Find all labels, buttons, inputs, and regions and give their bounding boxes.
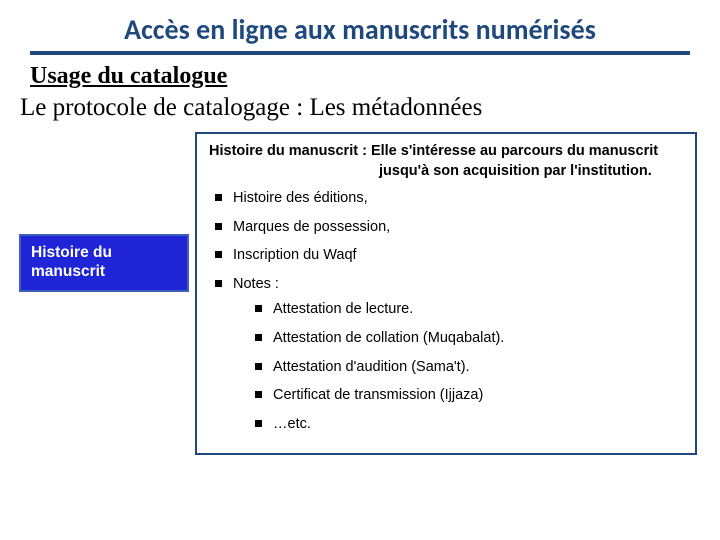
subtitle: Le protocole de catalogage : Les métadon… [0,94,720,132]
page-title: Accès en ligne aux manuscrits numérisés [0,0,720,51]
section-title: Usage du catalogue [0,63,720,94]
list-item: Attestation d'audition (Sama't). [255,358,683,378]
title-underline [30,51,690,55]
info-list: Histoire des éditions, Marques de posses… [209,189,683,434]
list-item: Certificat de transmission (Ijjaza) [255,386,683,406]
info-box: Histoire du manuscrit : Elle s'intéresse… [195,132,697,455]
list-item: …etc. [255,415,683,435]
list-item: Attestation de collation (Muqabalat). [255,329,683,349]
list-item: Inscription du Waqf [215,246,683,266]
info-box-header: Histoire du manuscrit : Elle s'intéresse… [209,142,683,181]
list-item: Marques de possession, [215,218,683,238]
list-item: Notes : Attestation de lecture. Attestat… [215,275,683,434]
list-item: Attestation de lecture. [255,300,683,320]
category-badge: Histoire du manuscrit [19,234,189,292]
list-item: Histoire des éditions, [215,189,683,209]
notes-list: Attestation de lecture. Attestation de c… [233,300,683,434]
info-box-header-label: Histoire du manuscrit : [209,143,371,159]
info-box-header-text: Elle s'intéresse au parcours du manuscri… [371,143,658,179]
list-item-label: Notes : [233,276,279,292]
